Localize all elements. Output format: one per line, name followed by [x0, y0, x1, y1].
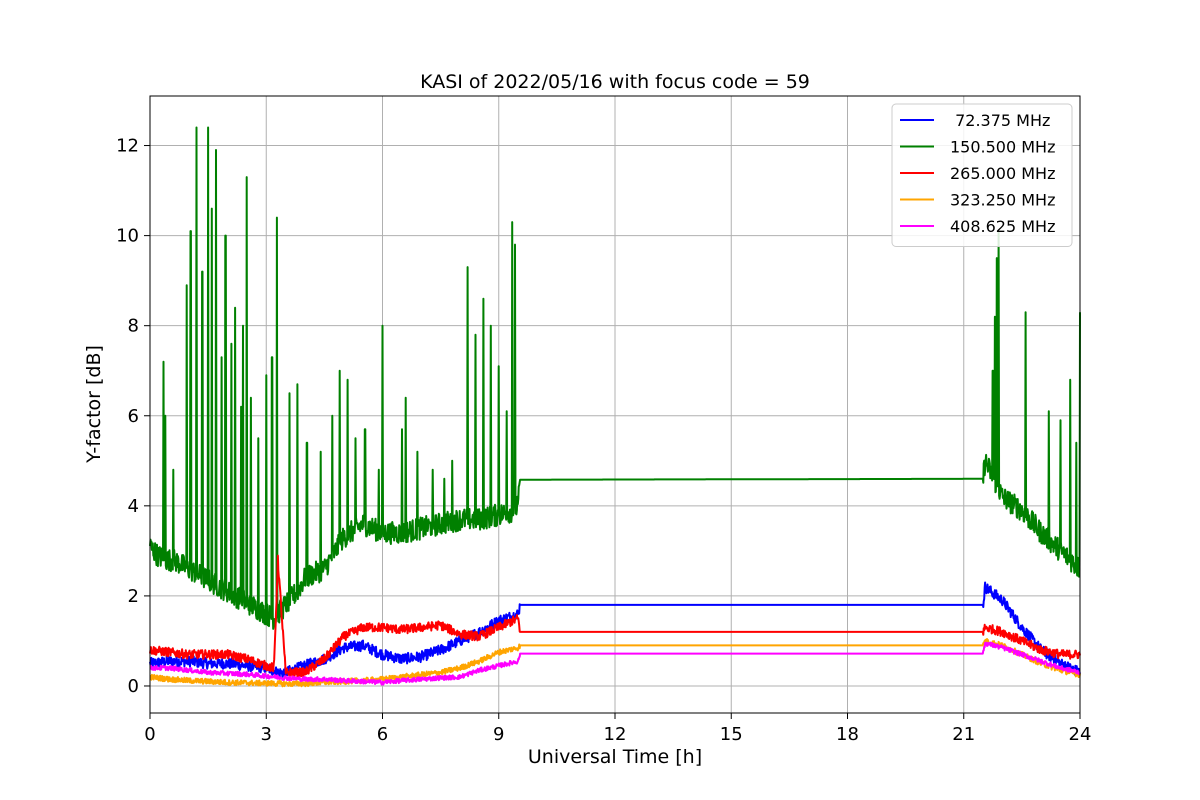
x-tick-label: 0	[144, 724, 155, 745]
legend-box	[891, 103, 1073, 247]
series-line-0	[149, 581, 1081, 679]
x-tick-label: 24	[1069, 724, 1092, 745]
series-line-1	[149, 126, 1081, 630]
y-tick-label: 0	[128, 676, 139, 697]
x-tick-label: 12	[604, 724, 627, 745]
y-axis-label: Y-factor [dB]	[83, 345, 105, 464]
series-line-4	[149, 641, 1081, 686]
legend-entry-label: 265.000 MHz	[950, 164, 1055, 183]
chart-title: KASI of 2022/05/16 with focus code = 59	[420, 71, 810, 93]
legend-entry-label: 72.375 MHz	[950, 111, 1050, 130]
x-tick-label: 3	[261, 724, 272, 745]
series-line-3	[149, 638, 1081, 688]
x-tick-label: 9	[493, 724, 504, 745]
x-tick-label: 18	[836, 724, 859, 745]
y-tick-label: 2	[128, 586, 139, 607]
legend-entry-label: 408.625 MHz	[950, 217, 1055, 236]
series-line-2	[149, 554, 1081, 678]
legend-entry-label: 323.250 MHz	[950, 191, 1055, 210]
y-tick-label: 6	[128, 406, 139, 427]
legend-entry-label: 150.500 MHz	[950, 138, 1055, 157]
x-axis-label: Universal Time [h]	[528, 746, 702, 768]
x-tick-label: 21	[952, 724, 975, 745]
y-tick-label: 8	[128, 316, 139, 337]
x-tick-label: 15	[720, 724, 743, 745]
y-tick-label: 12	[116, 136, 139, 157]
x-tick-label: 6	[377, 724, 388, 745]
y-tick-label: 10	[116, 226, 139, 247]
legend: 72.375 MHz 150.500 MHz 265.000 MHz 323.250 …	[891, 103, 1073, 247]
series-layer	[149, 126, 1081, 688]
y-tick-label: 4	[128, 496, 139, 517]
